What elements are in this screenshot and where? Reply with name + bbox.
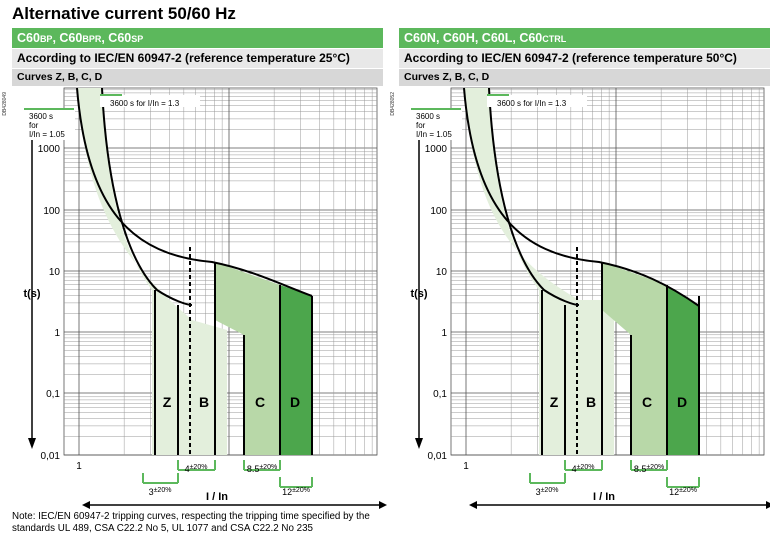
left-y-tick: 0,1 (46, 389, 60, 400)
right-tol-3: 3±20% (536, 487, 559, 497)
footnote: Note: IEC/EN 60947-2 tripping curves, re… (12, 511, 370, 534)
right-y-label: t(s) (410, 288, 427, 300)
left-annot-side: for (29, 121, 39, 130)
right-curve-letter: B (586, 394, 596, 410)
right-y-arrow-head-up (415, 126, 423, 137)
left-y-label: t(s) (23, 288, 40, 300)
left-panel: C60BP, C60BPR, C60SP According to IEC/EN… (12, 28, 383, 86)
right-chart-group: 4±20% 8.5±20% 3±20% 12±20% (411, 87, 770, 509)
page-title: Alternative current 50/60 Hz (12, 4, 236, 23)
right-annot-side: for (416, 121, 426, 130)
left-lower-curve (101, 87, 193, 306)
right-band-c (602, 262, 667, 455)
left-band-c (215, 262, 280, 455)
left-tol-8-5: 8.5±20% (247, 464, 277, 474)
left-tol-4: 4±20% (185, 464, 208, 474)
left-tol-12: 12±20% (282, 487, 310, 497)
left-curve-letter: D (290, 394, 300, 410)
right-lower-curve (488, 87, 580, 306)
right-curve-letter: Z (550, 394, 559, 410)
left-y-arrow-head-down (28, 438, 36, 449)
right-x-arrow-head-right (766, 501, 770, 509)
left-y-arrow-head-up (28, 126, 36, 137)
right-tol-4: 4±20% (572, 464, 595, 474)
left-tol-3: 3±20% (149, 487, 172, 497)
right-band-light (464, 88, 614, 455)
right-x-tick: 1 (463, 461, 469, 472)
left-y-tick: 0,01 (41, 451, 61, 462)
left-y-tick: 10 (49, 267, 61, 278)
left-standard: According to IEC/EN 60947-2 (reference t… (12, 48, 383, 68)
left-band-light (77, 88, 227, 455)
right-x-arrow-head-left (469, 501, 477, 509)
right-annot-3600: 3600 s for I/In = 1.3 (497, 99, 567, 108)
left-curves-label: Curves Z, B, C, D (12, 68, 383, 86)
left-annot-side: 3600 s (29, 112, 53, 121)
left-x-label: I / In (206, 491, 228, 503)
left-y-tick: 1 (54, 328, 60, 339)
right-band-d (667, 285, 699, 455)
left-x-arrow-head-right (379, 501, 387, 509)
right-standard: According to IEC/EN 60947-2 (reference t… (399, 48, 770, 68)
right-panel: C60N, C60H, C60L, C60CTRL According to I… (399, 28, 770, 86)
right-annot-side: 3600 s (416, 112, 440, 121)
left-curve-letter: C (255, 394, 265, 410)
right-y-tick: 1 (441, 328, 447, 339)
left-curve-letter: Z (163, 394, 172, 410)
left-y-tick: 1000 (38, 144, 61, 155)
left-annot-bg (100, 95, 200, 107)
right-y-tick: 100 (430, 206, 447, 217)
left-upper-curve (76, 87, 313, 297)
right-y-tick: 1000 (425, 144, 448, 155)
right-curve-letter: D (677, 394, 687, 410)
left-plot-frame (63, 87, 378, 456)
right-annot-bg (487, 95, 587, 107)
right-x-label: I / In (593, 491, 615, 503)
right-y-arrow-head-down (415, 438, 423, 449)
left-y-tick: 100 (43, 206, 60, 217)
right-tol-12: 12±20% (669, 487, 697, 497)
right-panel-header: C60N, C60H, C60L, C60CTRL (399, 28, 770, 48)
left-annot-side-bg (27, 110, 75, 140)
right-y-tick: 0,01 (428, 451, 448, 462)
left-x-arrow-head-left (82, 501, 90, 509)
left-annot-side: I/In = 1.05 (29, 130, 65, 139)
right-annot-side: I/In = 1.05 (416, 130, 452, 139)
left-x-tick: 1 (76, 461, 82, 472)
right-doc-code: DB428052 (390, 92, 396, 116)
left-panel-header: C60BP, C60BPR, C60SP (12, 28, 383, 48)
right-upper-curve (463, 87, 700, 307)
left-curve-letter: B (199, 394, 209, 410)
right-curves-label: Curves Z, B, C, D (399, 68, 770, 86)
right-tol-8-5: 8.5±20% (634, 464, 664, 474)
left-doc-code: DB428049 (2, 92, 8, 116)
right-curve-letter: C (642, 394, 652, 410)
left-chart-group: 4±20% 8.5±20% 3±20% 12±20% (24, 87, 387, 509)
right-y-tick: 0,1 (433, 389, 447, 400)
left-band-d (280, 285, 312, 455)
right-annot-side-bg (414, 110, 462, 140)
left-annot-3600: 3600 s for I/In = 1.3 (110, 99, 180, 108)
right-plot-frame (450, 87, 765, 456)
right-y-tick: 10 (436, 267, 448, 278)
